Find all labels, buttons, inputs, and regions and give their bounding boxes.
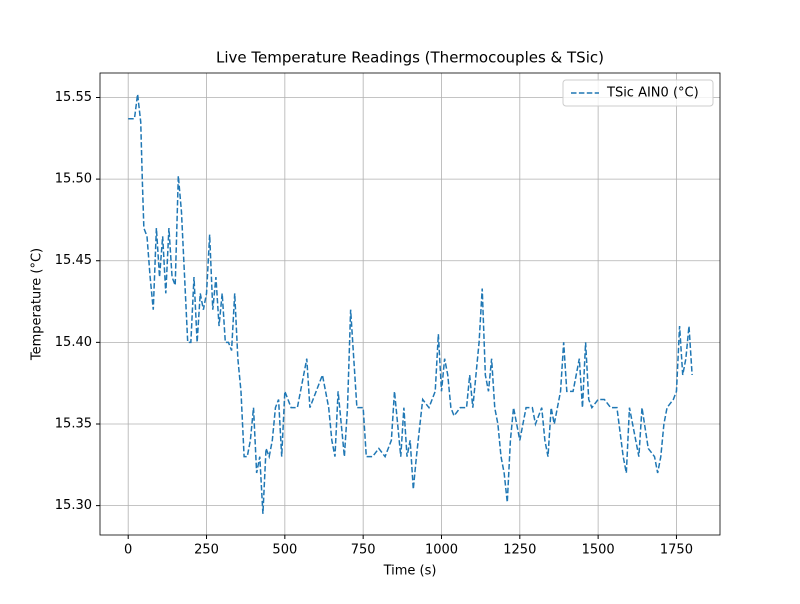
x-tick-label: 250	[194, 543, 219, 558]
x-tick-label: 1000	[425, 543, 458, 558]
x-tick-label: 1250	[503, 543, 536, 558]
y-tick-label: 15.50	[55, 172, 92, 187]
legend-box	[562, 79, 714, 107]
x-tick-label: 750	[351, 543, 376, 558]
y-tick-label: 15.40	[55, 335, 92, 350]
x-tick-label: 1750	[660, 543, 693, 558]
x-tick-label: 500	[272, 543, 297, 558]
data-line	[128, 94, 693, 514]
y-tick-label: 15.30	[55, 498, 92, 513]
chart-title: Live Temperature Readings (Thermocouples…	[216, 49, 604, 67]
y-tick-label: 15.35	[55, 416, 92, 431]
y-tick-label: 15.55	[55, 90, 92, 105]
y-tick-label: 15.45	[55, 253, 92, 268]
legend: TSic AIN0 (°C)	[562, 79, 714, 107]
legend-label: TSic AIN0 (°C)	[606, 86, 699, 101]
x-axis-label: Time (s)	[383, 564, 437, 579]
x-tick-label: 1500	[582, 543, 615, 558]
plot-frame	[99, 72, 721, 536]
y-axis-label: Temperature (°C)	[30, 248, 45, 361]
x-tick-label: 0	[124, 543, 132, 558]
